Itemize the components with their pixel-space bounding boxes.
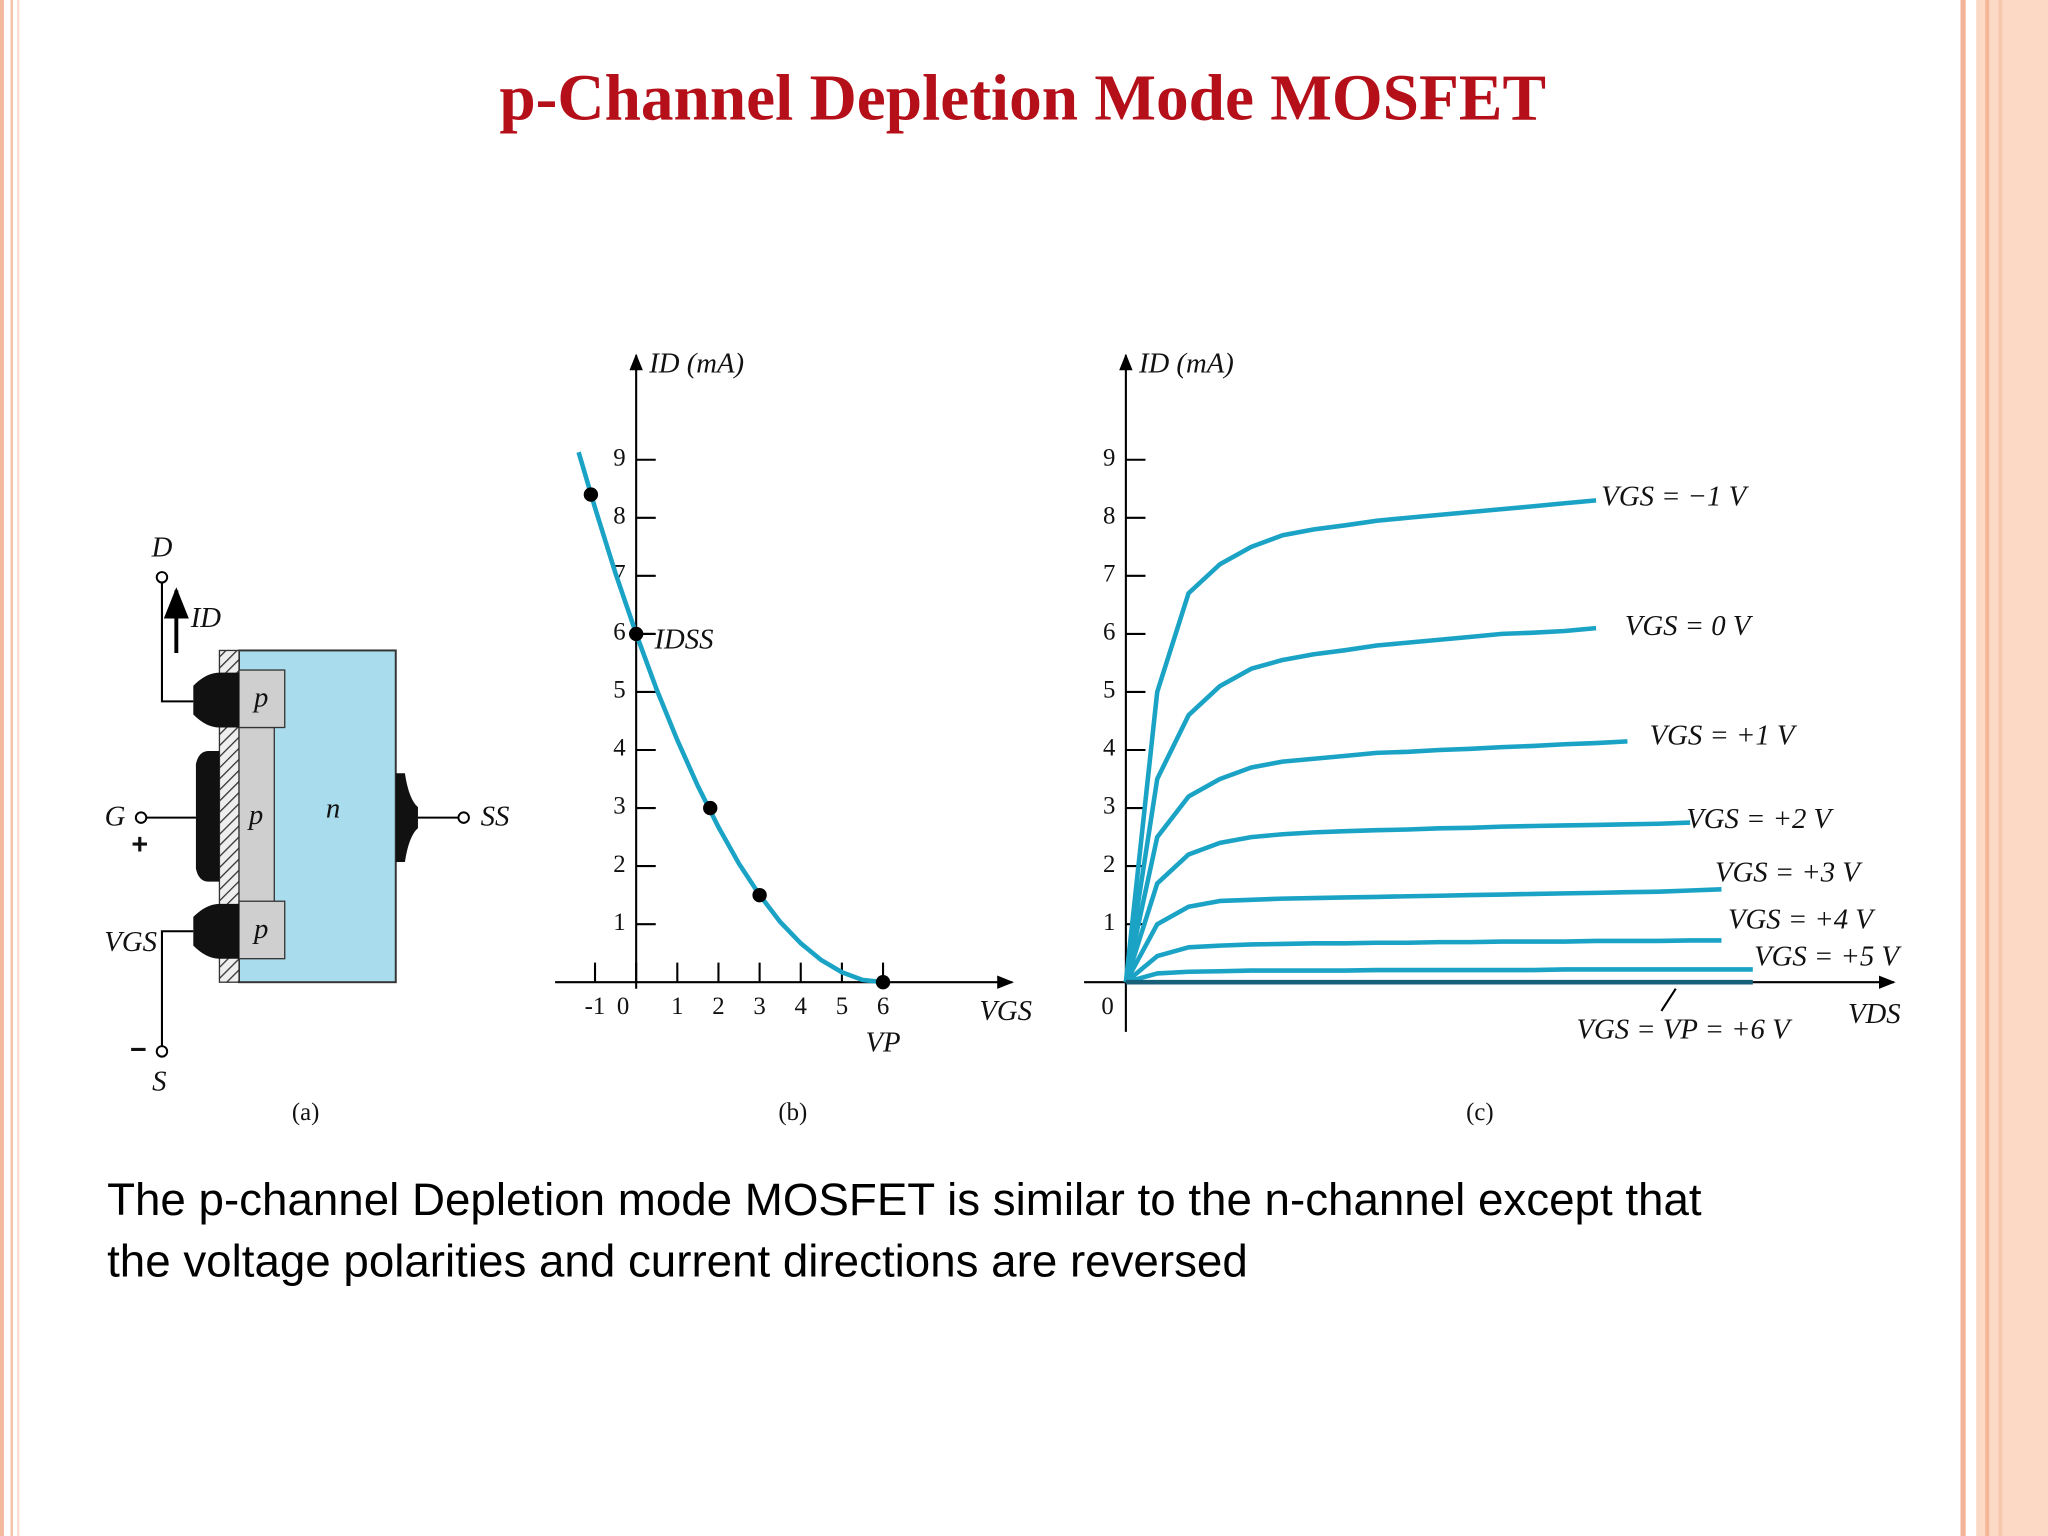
data-point: [703, 800, 718, 816]
wire: [160, 582, 194, 703]
drain-contact: [193, 672, 240, 728]
panel-caption: (a): [292, 1099, 320, 1126]
polarity: −: [130, 1034, 147, 1066]
terminal: [155, 1045, 169, 1058]
y-tick-label: 4: [613, 735, 626, 762]
drain-curve: [1123, 887, 1722, 984]
drain-curve: [1125, 967, 1753, 985]
terminal: [134, 811, 148, 824]
x-tick-label: -1: [585, 993, 606, 1020]
mosfet-diagram: D ID G + VGS − S SS p p p n (a): [104, 531, 509, 1125]
x-tick-label: 3: [753, 993, 765, 1020]
x-tick-label: 6: [877, 993, 889, 1020]
y-tick-label: 8: [613, 502, 625, 529]
y-tick-label: 9: [1103, 444, 1115, 471]
y-tick-label: 3: [1103, 793, 1115, 820]
series-label: VGS = −1 V: [1601, 481, 1749, 513]
terminal-label: SS: [481, 801, 510, 833]
border-right: [1998, 0, 2003, 1536]
panel-caption: (c): [1466, 1099, 1494, 1126]
source-contact: [193, 903, 240, 959]
series-label: VGS = +4 V: [1728, 904, 1876, 936]
x-axis-label: VGS: [979, 995, 1032, 1027]
region-label: p: [252, 913, 268, 945]
y-axis-label: ID (mA): [1138, 347, 1234, 379]
drain-curve: [1123, 820, 1691, 983]
region-label: p: [252, 682, 268, 714]
y-tick-label: 9: [613, 444, 625, 471]
border-right: [1985, 0, 1990, 1536]
y-tick-label: 2: [1103, 851, 1115, 878]
y-tick-label: 4: [1103, 735, 1116, 762]
region-label: p: [247, 799, 263, 831]
annotation: VP: [865, 1026, 900, 1058]
y-tick-label: 6: [1103, 619, 1115, 646]
series-label: VGS = +2 V: [1686, 803, 1834, 835]
annotation: IDSS: [653, 623, 713, 655]
series-label: VGS = 0 V: [1625, 610, 1754, 642]
x-tick-label: 1: [671, 993, 683, 1020]
y-tick-label: 7: [1103, 561, 1115, 588]
border-left: [16, 0, 20, 1536]
x-tick-label: 2: [712, 993, 724, 1020]
series-label: VGS = VP = +6 V: [1576, 1013, 1793, 1045]
y-tick-label: 8: [1103, 502, 1115, 529]
p-source: [238, 900, 286, 960]
x-axis-label: VDS: [1848, 998, 1901, 1030]
data-point: [875, 975, 891, 990]
series-label: VGS = +5 V: [1754, 940, 1902, 972]
x-tick-label: 5: [836, 993, 848, 1020]
label-leader: [1660, 988, 1677, 1012]
caption-line: the voltage polarities and current direc…: [107, 1235, 1248, 1286]
p-drain: [238, 669, 286, 729]
y-axis-label: ID (mA): [648, 347, 744, 379]
x-tick-label: 0: [617, 993, 629, 1020]
terminal: [155, 571, 169, 584]
y-tick-label: 5: [613, 677, 625, 704]
border-left: [0, 0, 4, 1536]
drain-curve: [1123, 739, 1628, 983]
y-tick-label: 3: [613, 793, 625, 820]
current-label: ID: [190, 602, 222, 634]
drain-curve: [1124, 938, 1722, 984]
terminal-label: S: [152, 1066, 166, 1098]
panel-caption: (b): [778, 1099, 807, 1126]
border-right: [1960, 0, 1966, 1536]
polarity: +: [131, 829, 148, 861]
data-point: [583, 487, 599, 502]
substrate-contact: [395, 773, 418, 863]
y-tick-label: 5: [1103, 677, 1115, 704]
voltage-label: VGS: [104, 926, 157, 958]
wire: [160, 930, 194, 1047]
terminal-label: G: [105, 801, 126, 833]
region-label: n: [326, 793, 340, 825]
terminal: [457, 811, 470, 824]
gate-contact: [195, 751, 220, 882]
series-label: VGS = +3 V: [1715, 857, 1863, 889]
series-label: VGS = +1 V: [1650, 720, 1798, 752]
caption-line: The p-channel Depletion mode MOSFET is s…: [107, 1174, 1702, 1225]
terminal-label: D: [151, 531, 173, 563]
drain-curve: [1123, 625, 1597, 983]
border-left: [10, 0, 14, 1536]
y-tick-label: 1: [613, 909, 625, 936]
slide-title: p-Channel Depletion Mode MOSFET: [499, 62, 1546, 134]
y-tick-label: 6: [613, 619, 625, 646]
drain-curve: [1123, 498, 1597, 983]
transfer-curve: [576, 451, 884, 985]
y-tick-label: 1: [1103, 909, 1115, 936]
x-tick-label: 4: [795, 993, 808, 1020]
data-point: [752, 887, 767, 903]
y-tick-label: 2: [613, 851, 625, 878]
y-tick-label: 0: [1101, 993, 1113, 1020]
